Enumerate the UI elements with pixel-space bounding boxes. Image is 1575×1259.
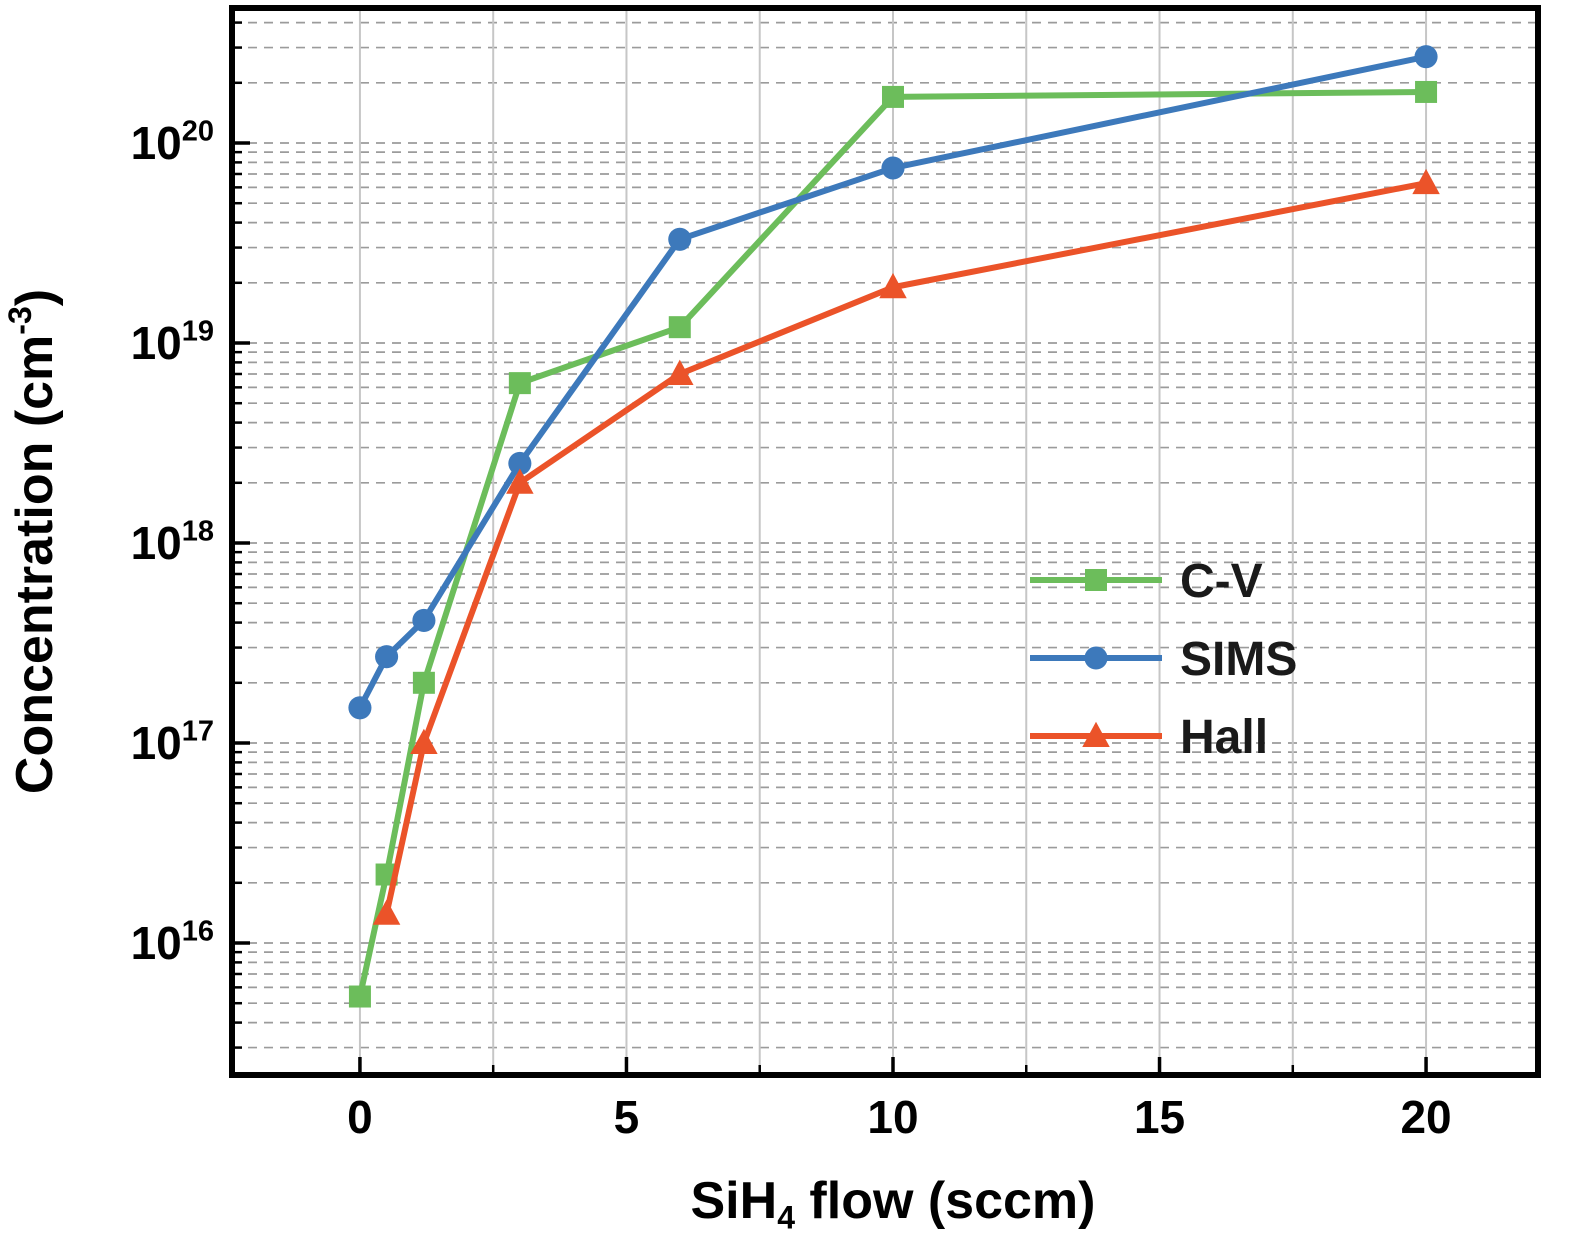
triangle-marker: [666, 359, 694, 385]
y-axis-title: Concentration (cm-3): [2, 289, 64, 794]
axis-titles: SiH4 flow (sccm) Concentration (cm-3): [2, 289, 1095, 1235]
axis-ticks: [232, 21, 1428, 1075]
series-sims: [348, 45, 1438, 720]
circle-marker: [508, 451, 532, 475]
circle-marker: [1084, 646, 1108, 670]
legend-label-c-v: C-V: [1180, 555, 1263, 608]
circle-marker: [668, 227, 692, 251]
y-tick-label: 1018: [131, 516, 214, 569]
x-tick-label: 15: [1134, 1091, 1185, 1143]
legend: C-V SIMS Hall: [1030, 555, 1297, 764]
triangle-marker: [1082, 721, 1110, 747]
series-line: [383, 180, 1430, 917]
triangle-marker: [372, 899, 401, 925]
y-tick-label: 1020: [131, 116, 214, 169]
triangle-marker: [410, 728, 438, 754]
circle-marker: [412, 608, 436, 632]
square-marker: [881, 85, 904, 108]
triangle-marker: [1412, 168, 1440, 195]
y-tick-label: 1017: [131, 716, 214, 769]
square-marker: [412, 671, 435, 694]
x-tick-label: 0: [347, 1091, 373, 1143]
triangle-marker: [879, 272, 907, 299]
legend-label-sims: SIMS: [1180, 633, 1297, 686]
y-tick-label: 1016: [131, 916, 214, 969]
legend-label-hall: Hall: [1180, 711, 1268, 764]
y-tick-label: 1019: [131, 316, 214, 369]
circle-marker: [881, 156, 905, 180]
x-tick-label: 20: [1400, 1091, 1451, 1143]
axis-tick-labels: 0 5 10 15 20 1016 1017 1018 1019 1020: [131, 116, 1452, 1143]
triangle-marker: [506, 468, 534, 494]
x-tick-label: 10: [867, 1091, 918, 1143]
square-marker: [1085, 569, 1107, 591]
square-marker: [668, 316, 691, 339]
x-axis-title: SiH4 flow (sccm): [691, 1172, 1096, 1235]
square-marker: [508, 372, 531, 395]
circle-marker: [375, 645, 399, 669]
x-tick-label: 5: [614, 1091, 640, 1143]
square-marker: [1415, 80, 1438, 103]
circle-marker: [348, 696, 372, 720]
square-marker: [348, 985, 371, 1008]
series-hall: [372, 168, 1440, 925]
circle-marker: [1414, 45, 1438, 69]
